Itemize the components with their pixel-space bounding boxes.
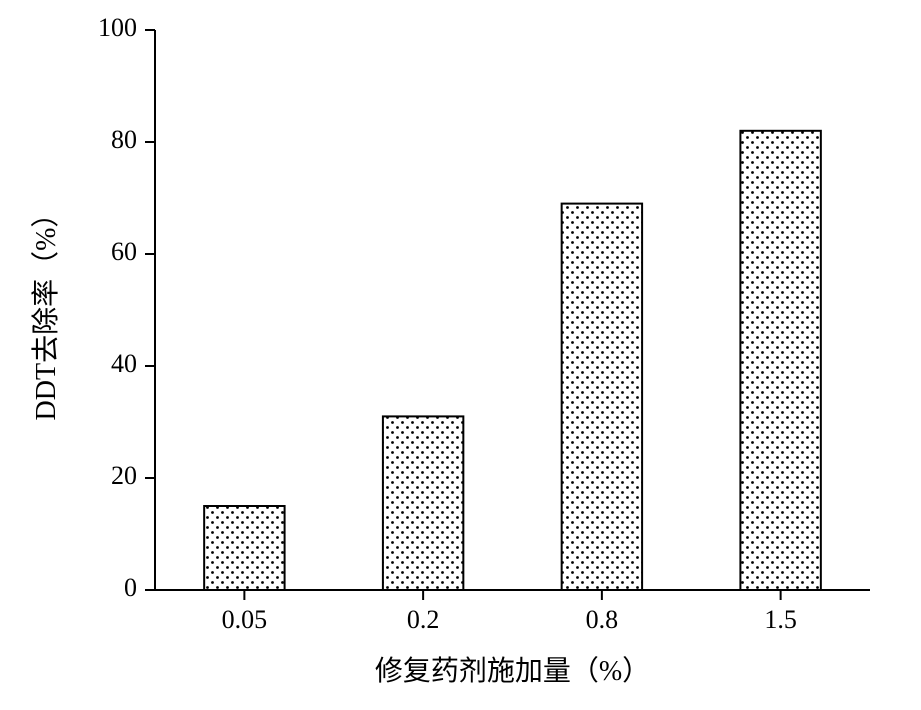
y-axis-label: DDT去除率（%）	[30, 200, 62, 421]
chart-container: 0 20 40 60 80 100 0.05 0.2 0.8 1.5 DDT去除率（%） 修复药剂施加…	[0, 0, 921, 710]
y-tick-label: 80	[111, 125, 137, 154]
x-tick-label: 1.5	[764, 605, 797, 634]
bar-chart-svg: 0 20 40 60 80 100 0.05 0.2 0.8 1.5 DDT去除率（%） 修复药剂施加…	[0, 0, 921, 710]
y-tick-label: 40	[111, 349, 137, 378]
bar	[204, 506, 284, 590]
x-axis-label: 修复药剂施加量（%）	[375, 655, 650, 687]
x-tick-label: 0.2	[407, 605, 440, 634]
bar	[383, 416, 463, 590]
y-tick-label: 60	[111, 237, 137, 266]
x-tick-label: 0.05	[222, 605, 268, 634]
y-tick-label: 100	[98, 13, 137, 42]
y-tick-label: 20	[111, 461, 137, 490]
x-tick-label: 0.8	[586, 605, 619, 634]
bar	[740, 131, 820, 590]
bar	[562, 204, 642, 590]
y-tick-label: 0	[124, 573, 137, 602]
